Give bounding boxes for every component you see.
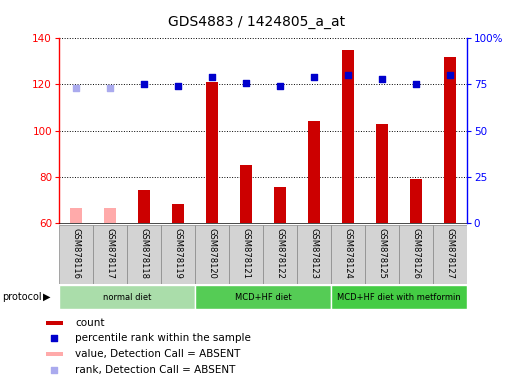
- Text: MCD+HF diet: MCD+HF diet: [234, 293, 291, 302]
- Bar: [161, 225, 195, 284]
- Bar: [127, 225, 161, 284]
- Text: GSM878121: GSM878121: [242, 228, 250, 278]
- Text: GSM878120: GSM878120: [207, 228, 216, 278]
- Text: GSM878119: GSM878119: [173, 228, 183, 278]
- Bar: [46, 352, 63, 356]
- Point: [72, 85, 80, 91]
- Text: GSM878127: GSM878127: [445, 228, 455, 279]
- Point: [106, 85, 114, 91]
- Text: GSM878118: GSM878118: [140, 228, 148, 279]
- Bar: [138, 190, 150, 223]
- Point: [242, 79, 250, 86]
- Bar: [308, 121, 320, 223]
- Text: normal diet: normal diet: [103, 293, 151, 302]
- Text: GSM878124: GSM878124: [343, 228, 352, 278]
- Text: MCD+HF diet with metformin: MCD+HF diet with metformin: [337, 293, 461, 302]
- Text: GSM878123: GSM878123: [309, 228, 319, 279]
- Point: [50, 336, 58, 342]
- Bar: [195, 285, 331, 309]
- Bar: [297, 225, 331, 284]
- Text: protocol: protocol: [3, 292, 42, 302]
- Point: [446, 72, 454, 78]
- Bar: [410, 179, 422, 223]
- Bar: [331, 285, 467, 309]
- Bar: [104, 208, 116, 223]
- Text: GDS4883 / 1424805_a_at: GDS4883 / 1424805_a_at: [168, 15, 345, 29]
- Text: count: count: [75, 318, 105, 328]
- Bar: [70, 208, 82, 223]
- Bar: [263, 225, 297, 284]
- Point: [174, 83, 182, 89]
- Bar: [240, 165, 252, 223]
- Point: [412, 81, 420, 88]
- Text: GSM878116: GSM878116: [71, 228, 81, 279]
- Text: GSM878122: GSM878122: [275, 228, 284, 278]
- Bar: [433, 225, 467, 284]
- Text: rank, Detection Call = ABSENT: rank, Detection Call = ABSENT: [75, 365, 235, 375]
- Bar: [399, 225, 433, 284]
- Point: [208, 74, 216, 80]
- Bar: [59, 225, 93, 284]
- Text: percentile rank within the sample: percentile rank within the sample: [75, 333, 251, 344]
- Bar: [229, 225, 263, 284]
- Bar: [172, 204, 184, 223]
- Bar: [342, 50, 354, 223]
- Bar: [46, 321, 63, 325]
- Point: [378, 76, 386, 82]
- Bar: [376, 124, 388, 223]
- Text: value, Detection Call = ABSENT: value, Detection Call = ABSENT: [75, 349, 240, 359]
- Point: [276, 83, 284, 89]
- Bar: [93, 225, 127, 284]
- Point: [310, 74, 318, 80]
- Bar: [274, 187, 286, 223]
- Bar: [444, 57, 456, 223]
- Bar: [206, 82, 218, 223]
- Point: [140, 81, 148, 88]
- Point: [50, 367, 58, 373]
- Bar: [365, 225, 399, 284]
- Point: [344, 72, 352, 78]
- Bar: [195, 225, 229, 284]
- Text: GSM878125: GSM878125: [378, 228, 386, 278]
- Bar: [59, 285, 195, 309]
- Text: GSM878117: GSM878117: [106, 228, 114, 279]
- Text: ▶: ▶: [43, 292, 50, 302]
- Text: GSM878126: GSM878126: [411, 228, 420, 279]
- Bar: [331, 225, 365, 284]
